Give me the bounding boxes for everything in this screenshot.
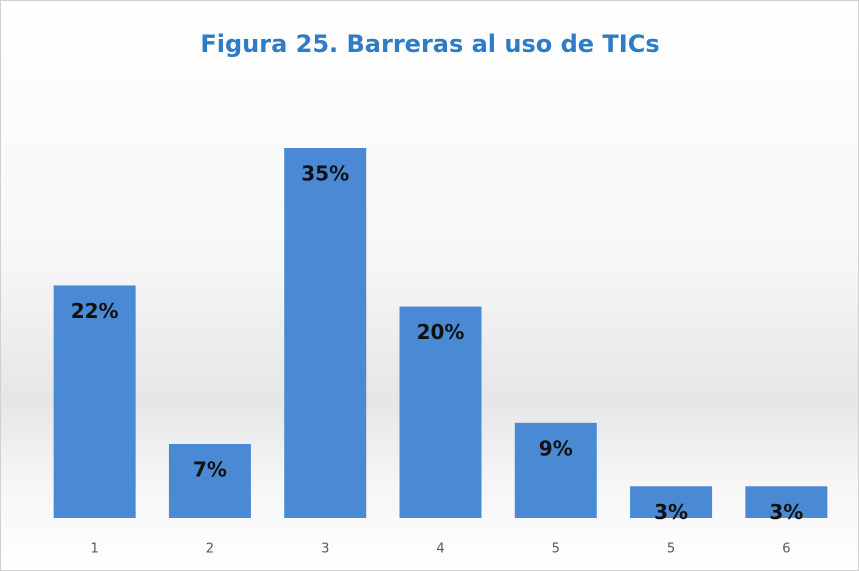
data-label: 35% <box>301 162 349 186</box>
data-label: 20% <box>417 320 465 344</box>
x-tick-label: 5 <box>667 542 675 557</box>
bar <box>514 422 597 518</box>
bar <box>53 285 136 518</box>
chart-title: Figura 25. Barreras al uso de TICs <box>200 30 659 58</box>
data-label: 7% <box>193 458 227 482</box>
data-label: 3% <box>654 500 688 524</box>
bar <box>630 486 713 518</box>
bar <box>168 444 251 518</box>
x-tick-label: 1 <box>91 542 99 557</box>
x-tick-label: 3 <box>321 542 329 557</box>
data-label: 22% <box>71 299 119 323</box>
bar <box>284 148 367 518</box>
x-tick-label: 6 <box>782 542 790 557</box>
x-tick-label: 5 <box>552 542 560 557</box>
bar <box>399 306 482 518</box>
x-tick-label: 4 <box>436 542 444 557</box>
data-label: 3% <box>769 500 803 524</box>
bar <box>745 486 828 518</box>
data-label: 9% <box>539 436 573 460</box>
x-tick-label: 2 <box>206 542 214 557</box>
